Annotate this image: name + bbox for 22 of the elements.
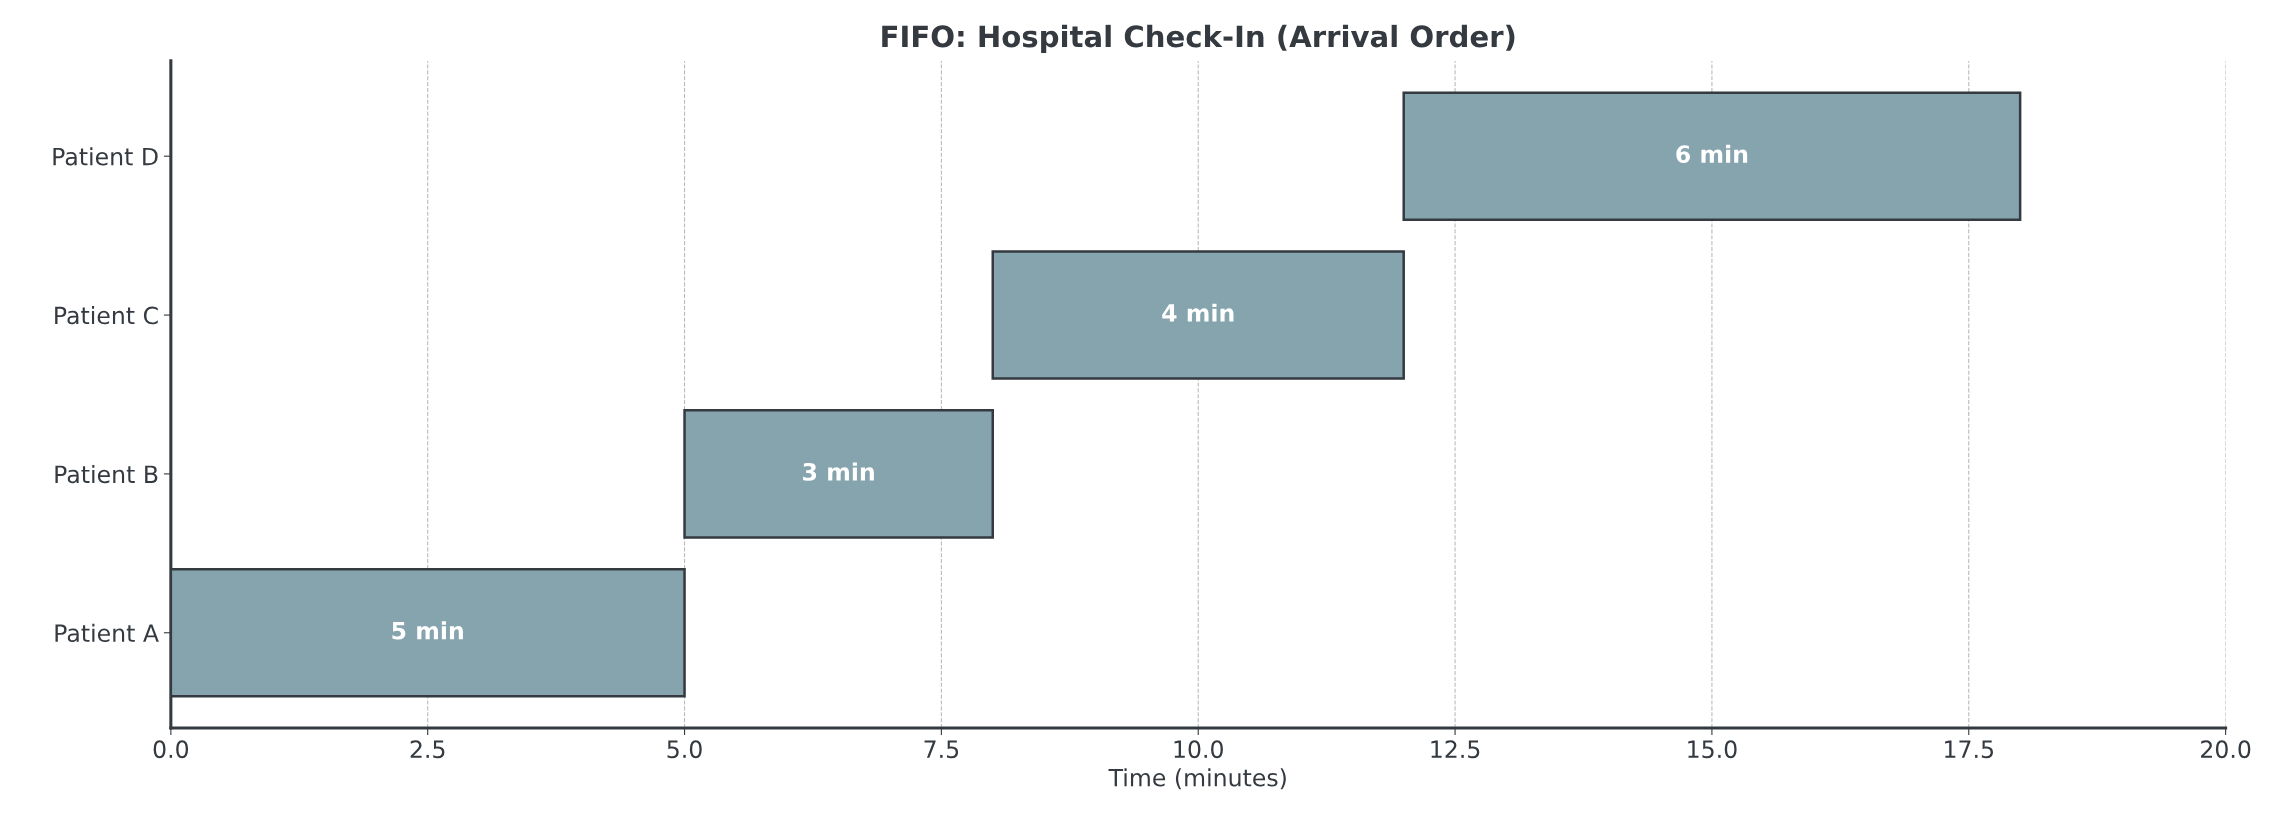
data-label: 6 min	[1676, 144, 1748, 164]
x-tick-label: 12.5	[1431, 740, 1480, 759]
bar	[991, 250, 1405, 380]
y-tick-label: Patient D	[53, 147, 158, 166]
x-tick-label: 15.0	[1688, 740, 1737, 759]
bar	[1402, 91, 2022, 221]
data-label: 5 min	[392, 621, 463, 640]
data-label: 3 min	[803, 462, 874, 481]
x-tick-label: 17.5	[1945, 740, 1993, 759]
x-tick-label: 0.0	[153, 740, 189, 759]
y-tick-label: Patient B	[55, 464, 158, 484]
x-tick-label: 7.5	[924, 740, 959, 759]
x-tick-label: 20.0	[2201, 740, 2251, 759]
data-label: 4 min	[1162, 303, 1234, 322]
x-tick-label: 5.0	[667, 740, 702, 759]
y-tick-label: Patient C	[55, 306, 158, 325]
x-tick-label: 2.5	[410, 740, 445, 759]
bar	[683, 409, 994, 539]
x-tick-label: 10.0	[1174, 740, 1223, 759]
chart-title: FIFO: Hospital Check-In (Arrival Order)	[882, 24, 1515, 54]
x-axis-title: Time (minutes)	[1108, 768, 1286, 790]
y-tick-label: Patient A	[55, 623, 159, 643]
